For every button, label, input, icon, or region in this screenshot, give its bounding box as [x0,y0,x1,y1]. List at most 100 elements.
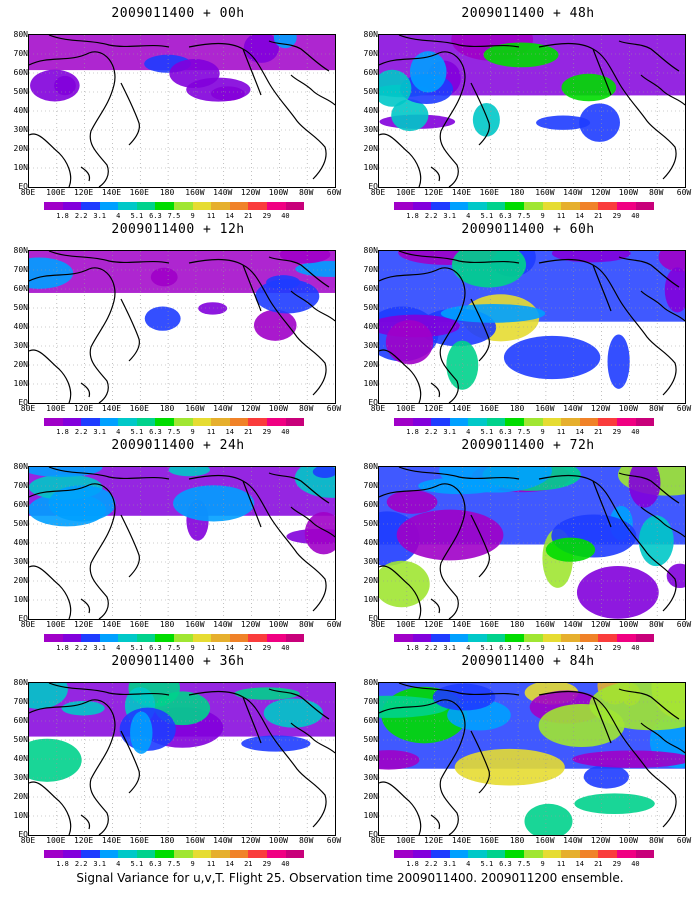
colorbar-tick-label: 6.3 [149,428,162,436]
variance-blob [279,251,331,264]
longitude-label: 60W [326,404,342,413]
latitude-label: 40N [363,754,378,763]
latitude-label: 30N [13,341,28,350]
coastline [640,506,685,538]
coastline [188,258,327,396]
colorbar-tick-label: 7.5 [167,428,181,436]
colorbar-swatch [211,418,230,426]
coastline [80,166,91,182]
colorbar-swatch [542,418,562,426]
colorbar-tick-label: 9 [540,428,545,436]
colorbar-tick-label: 11 [206,212,216,220]
variance-blob [574,793,655,815]
map-panel: 2009011400 + 36h 80N 70N 60N 50N 40N 30N 20N 10N… [8,654,348,874]
variance-blob [536,115,591,130]
coastline [290,74,335,106]
colorbar-tick-label: 2.2 [74,428,88,436]
longitude-label: 160E [479,836,499,845]
colorbar-tick-label: 6.3 [499,428,512,436]
longitude-label: 80E [370,620,386,629]
variance-blob [61,700,105,716]
coastline [618,472,680,504]
colorbar-tick-label: 1.8 [56,860,69,868]
coastline [618,40,680,72]
colorbar-tick-label: 21 [594,644,603,652]
longitude-label: 120W [240,404,261,413]
coastline [120,298,140,362]
panel-title: 2009011400 + 24h [111,438,245,453]
colorbar-tick-label: 21 [244,860,253,868]
coastline [29,51,116,187]
colorbar-labels: 1.8 2.2 3.1 4 5.1 6.3 7.5 9 11 14 21 29 40 [44,644,304,654]
colorbar-tick-label: 21 [594,860,603,868]
panel-title: 2009011400 + 60h [461,222,595,237]
longitude-label: 100E [46,404,66,413]
colorbar-tick-label: 6.3 [149,644,162,652]
variance-blob [312,467,335,478]
coastline [430,166,441,182]
colorbar-labels: 1.8 2.2 3.1 4 5.1 6.3 7.5 9 11 14 21 29 40 [394,860,654,870]
coastline [80,598,91,614]
colorbar-swatch [118,418,137,426]
variance-blob [440,304,546,323]
colorbar-tick-label: 14 [575,644,584,652]
latitude-label: EQ [18,614,28,623]
colorbar-swatch [155,850,175,858]
colorbar-tick-label: 29 [612,644,622,652]
latitude-label: 80N [363,246,378,255]
colorbar-swatch [635,418,655,426]
colorbar-swatch [155,418,175,426]
colorbar-swatch [635,850,655,858]
coastline [242,696,262,744]
colorbar-swatch [136,418,156,426]
longitude-label: 120E [423,620,444,629]
longitude-label: 140W [563,620,583,629]
latitude-label: 80N [363,462,378,471]
colorbar-tick-label: 1.8 [406,644,419,652]
latitude-label: 10N [363,379,378,388]
colorbar-swatch [561,850,580,858]
colorbar-swatch [155,634,175,642]
longitude-label: 120E [73,620,94,629]
longitude-label: 80W [298,836,314,845]
latitude-label: 30N [363,341,378,350]
coastline [430,814,441,830]
colorbar [394,202,655,210]
colorbar-swatch [412,850,432,858]
variance-field [29,467,335,555]
longitude-label: 180 [159,620,175,629]
colorbar-swatch [542,634,562,642]
longitude-label: 100W [268,620,288,629]
longitude-label: 180 [159,836,175,845]
map-frame [28,682,336,836]
colorbar-labels: 1.8 2.2 3.1 4 5.1 6.3 7.5 9 11 14 21 29 40 [44,212,304,222]
longitude-label: 180 [159,188,175,197]
latitude-label: 50N [363,519,378,528]
latitude-label: EQ [368,830,378,839]
variance-blob [472,102,500,137]
variance-field [379,683,685,835]
colorbar-tick-label: 3.1 [93,644,107,652]
longitude-label: 120W [240,188,261,197]
colorbar-tick-label: 4 [466,212,471,220]
colorbar [44,418,305,426]
colorbar-tick-label: 7.5 [517,428,531,436]
colorbar-tick-label: 4 [466,860,471,868]
longitude-label: 80E [370,836,386,845]
colorbar-swatch [99,202,119,210]
colorbar [44,850,305,858]
latitude-label: 60N [13,716,28,725]
longitude-label: 180 [509,404,525,413]
latitude-label: 60N [13,500,28,509]
map-panel: 2009011400 + 00h 80N 70N 60N 50N 40N 30N 20N 10N… [8,6,348,226]
colorbar-tick-label: 2.2 [424,860,438,868]
latitude-label: 10N [13,163,28,172]
map-frame [378,682,686,836]
longitude-label: 100E [396,620,416,629]
colorbar-swatch [99,418,119,426]
longitude-label: 160E [479,188,499,197]
colorbar-tick-label: 7.5 [517,644,531,652]
longitude-label: 180 [509,188,525,197]
colorbar-swatch [229,418,249,426]
colorbar-swatch [81,202,100,210]
